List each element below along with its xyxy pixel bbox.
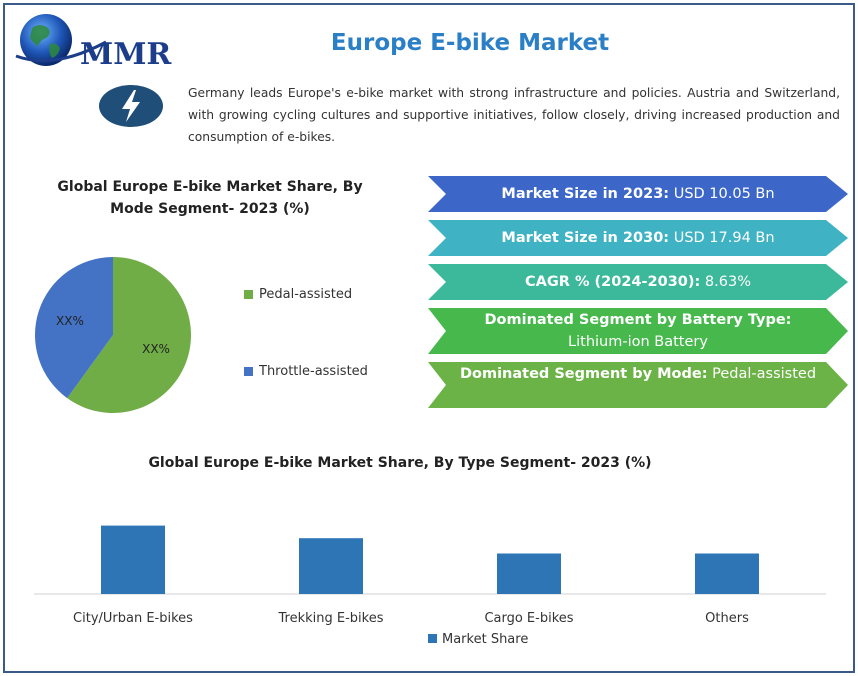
bar-1 [299, 538, 363, 594]
bar-category-label-1: Trekking E-bikes [278, 611, 384, 626]
stat-value: Pedal-assisted [707, 366, 817, 382]
pie-legend-item-0: Pedal-assisted [244, 287, 352, 302]
stat-banner-3 [428, 308, 848, 354]
stat-banner-text-1: Market Size in 2030: USD 17.94 Bn [428, 227, 848, 249]
infographic-frame [3, 3, 855, 673]
pie-data-label-0: XX% [142, 342, 170, 356]
stat-label: CAGR % (2024-2030): [524, 274, 701, 290]
bar-0 [101, 525, 165, 594]
stat-banner-0 [428, 176, 848, 212]
stat-label: Dominated Segment by Battery Type: [484, 312, 792, 328]
bar-3 [695, 553, 759, 594]
logo-wordmark: MMR [80, 37, 172, 72]
bar-2 [497, 553, 561, 594]
stat-banner-text-2: CAGR % (2024-2030): 8.63% [428, 271, 848, 293]
bar-category-label-0: City/Urban E-bikes [73, 611, 193, 626]
stat-value: USD 17.94 Bn [669, 230, 775, 246]
pie-chart-title: Global Europe E-bike Market Share, By Mo… [57, 179, 363, 217]
pie-data-label-1: XX% [56, 314, 84, 328]
legend-swatch [244, 290, 253, 299]
globe-icon [20, 14, 72, 66]
mode-pie-chart: XX% XX% [34, 257, 191, 413]
stat-banner-1 [428, 220, 848, 256]
lightning-bolt-icon [99, 85, 163, 127]
stat-value: Lithium-ion Battery [568, 334, 708, 350]
stat-value: USD 10.05 Bn [669, 186, 775, 202]
bar-legend-label: Market Share [442, 632, 528, 647]
legend-label: Throttle-assisted [259, 364, 368, 379]
legend-swatch [244, 367, 253, 376]
stat-label: Dominated Segment by Mode: [459, 366, 708, 382]
bar-chart-title: Global Europe E-bike Market Share, By Ty… [148, 455, 652, 471]
pie-legend-item-1: Throttle-assisted [244, 364, 368, 379]
pie-slice-0 [67, 257, 191, 413]
market-description: Germany leads Europe's e-bike market wit… [188, 86, 840, 144]
key-stats-banners [428, 176, 848, 408]
type-bar-chart: City/Urban E-bikes Trekking E-bikes Cargo … [34, 525, 826, 647]
legend-label: Pedal-assisted [259, 287, 353, 302]
bar-category-label-3: Others [705, 611, 749, 626]
stat-banner-2 [428, 264, 848, 300]
mmr-logo: MMR [15, 14, 172, 72]
stat-label: Market Size in 2030: [501, 230, 670, 246]
bar-category-label-2: Cargo E-bikes [484, 611, 573, 626]
stat-banner-text-3: Dominated Segment by Battery Type: Lithiu… [428, 309, 848, 353]
stat-label: Market Size in 2023: [501, 186, 670, 202]
stat-banner-text-4: Dominated Segment by Mode: Pedal-assiste… [428, 363, 848, 385]
bar-legend-swatch [428, 634, 437, 643]
page-title: Europe E-bike Market [330, 30, 610, 56]
stat-banner-4 [428, 362, 848, 408]
stat-value: 8.63% [700, 274, 752, 290]
stat-banner-text-0: Market Size in 2023: USD 10.05 Bn [428, 183, 848, 205]
pie-slice-1 [34, 257, 113, 399]
